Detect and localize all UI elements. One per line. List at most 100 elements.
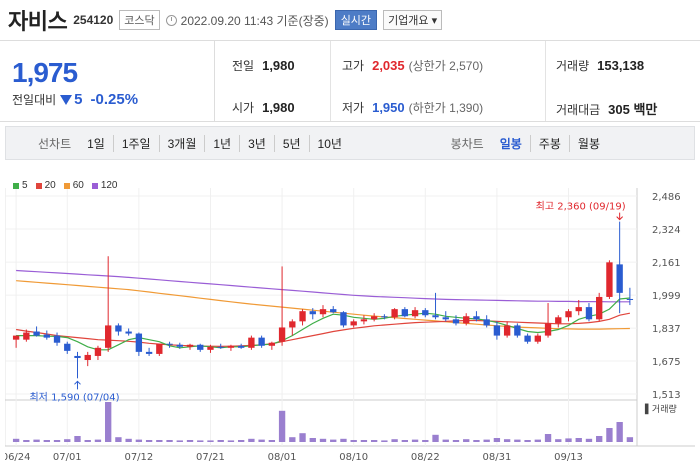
candle-body — [381, 316, 388, 318]
volume-bar — [606, 428, 613, 442]
tab-weekly[interactable]: 주봉 — [529, 134, 569, 152]
candle-body — [360, 319, 368, 322]
ma20-line — [16, 312, 631, 348]
volume-bar — [432, 434, 439, 442]
candle-body — [125, 331, 132, 334]
legend-swatch — [63, 182, 70, 189]
change-value: 5 — [74, 91, 83, 108]
stat-low: 저가 1,950 (하한가 1,390) — [342, 99, 483, 116]
volume-bar — [74, 436, 81, 442]
tab-monthly[interactable]: 월봉 — [568, 134, 608, 152]
candle-body — [299, 311, 306, 322]
candle-body — [401, 309, 409, 317]
volume-bar — [207, 440, 214, 442]
candle-body — [227, 345, 235, 348]
y-tick-label: 2,486 — [652, 192, 681, 203]
stock-header: 자비스 254120 코스닥 2022.09.20 11:43 기준(장중) 실… — [0, 0, 700, 40]
volume-bar — [565, 438, 572, 442]
y-tick-label: 1,999 — [652, 291, 681, 302]
legend-swatch — [91, 182, 98, 189]
y-tick-label: 2,324 — [652, 225, 681, 236]
volume-bar — [12, 438, 20, 442]
candle-body — [596, 296, 603, 320]
volume-bar — [319, 438, 327, 442]
company-overview-dropdown[interactable]: 기업개요 ▾ — [383, 10, 443, 30]
stat-volume: 거래량 153,138 — [556, 57, 644, 74]
candle-body — [319, 309, 327, 315]
candle-body — [197, 344, 204, 350]
y-tick-label: 2,161 — [652, 258, 681, 269]
volume-bar — [544, 434, 552, 442]
volume-bar — [115, 437, 122, 442]
volume-bar — [176, 440, 183, 442]
volume-bar — [105, 402, 112, 442]
volume-bar — [452, 440, 460, 442]
candle-body — [135, 333, 143, 352]
candle-body — [544, 323, 552, 336]
stat-label: 시가 — [232, 101, 255, 115]
candle-body — [555, 317, 562, 324]
candle-body — [432, 315, 439, 318]
ma120-line — [16, 269, 630, 303]
candle-body — [237, 345, 245, 348]
candle-body — [207, 346, 214, 350]
volume-bar — [483, 439, 490, 442]
current-price: 1,975 — [12, 57, 78, 88]
candle-body — [145, 351, 153, 354]
x-tick-label: 09/13 — [554, 452, 583, 463]
legend-label: 60 — [72, 180, 84, 191]
volume-bar — [94, 439, 102, 442]
y-tick-label: 1,837 — [652, 324, 681, 335]
stat-value: 1,950 — [372, 100, 405, 115]
volume-bar — [493, 438, 501, 442]
min-annotation: 최저 1,590 (07/04) — [29, 391, 119, 403]
candle-body — [43, 334, 50, 338]
chart-svg[interactable]: 2,486 2,324 2,161 1,999 1,837 1,675 1,513 06/24… — [2, 172, 695, 464]
candle-body — [64, 343, 71, 351]
volume-bar — [422, 440, 429, 442]
candle-body — [616, 264, 623, 293]
realtime-button[interactable]: 실시간 — [334, 10, 378, 30]
candle-body — [565, 311, 572, 318]
ma5-line — [16, 297, 630, 351]
y-tick-label: 1,675 — [652, 357, 681, 368]
tab-1d[interactable]: 1일 — [87, 136, 105, 151]
price-summary: 1,975 전일대비 5 -0.25% 전일 1,980 고가 2,035 (상… — [0, 40, 700, 122]
volume-bar — [33, 439, 40, 442]
candle-body — [452, 319, 460, 324]
volume-bar — [596, 436, 603, 442]
stat-value: 1,980 — [262, 58, 295, 73]
tab-1w[interactable]: 1주일 — [112, 134, 159, 152]
volume-bar — [360, 440, 368, 442]
candle-body — [53, 335, 61, 343]
candle-body — [575, 307, 582, 312]
tab-10y[interactable]: 10년 — [308, 134, 350, 152]
candle-body — [493, 325, 501, 336]
volume-bar — [626, 437, 634, 442]
candle-body — [626, 298, 634, 300]
candle-body — [84, 354, 91, 361]
stat-high: 고가 2,035 (상한가 2,570) — [342, 57, 483, 74]
volume-bar — [197, 440, 204, 442]
volume-bar — [186, 440, 194, 442]
volume-bar — [381, 440, 388, 442]
volume-bar — [135, 439, 143, 442]
volume-bar — [237, 440, 245, 442]
tab-5y[interactable]: 5년 — [273, 134, 309, 152]
candle-body — [156, 343, 163, 354]
volume-bar — [227, 440, 235, 442]
volume-bar — [248, 438, 255, 442]
tab-daily[interactable]: 일봉 — [499, 136, 522, 151]
stock-code: 254120 — [73, 13, 114, 27]
stat-value: 153,138 — [597, 58, 645, 73]
tab-1y[interactable]: 1년 — [204, 134, 239, 152]
candle-chart-label: 봉차트 — [450, 136, 484, 151]
timestamp: 2022.09.20 11:43 기준(장중) — [180, 13, 329, 28]
tab-3m[interactable]: 3개월 — [158, 134, 205, 152]
candle-body — [278, 327, 286, 342]
stat-label: 전일 — [232, 59, 255, 73]
candle-body — [186, 344, 194, 347]
stat-value: 305 백만 — [608, 102, 658, 117]
tab-3y[interactable]: 3년 — [239, 134, 274, 152]
ma-legend: 5 20 60 120 — [13, 180, 126, 191]
